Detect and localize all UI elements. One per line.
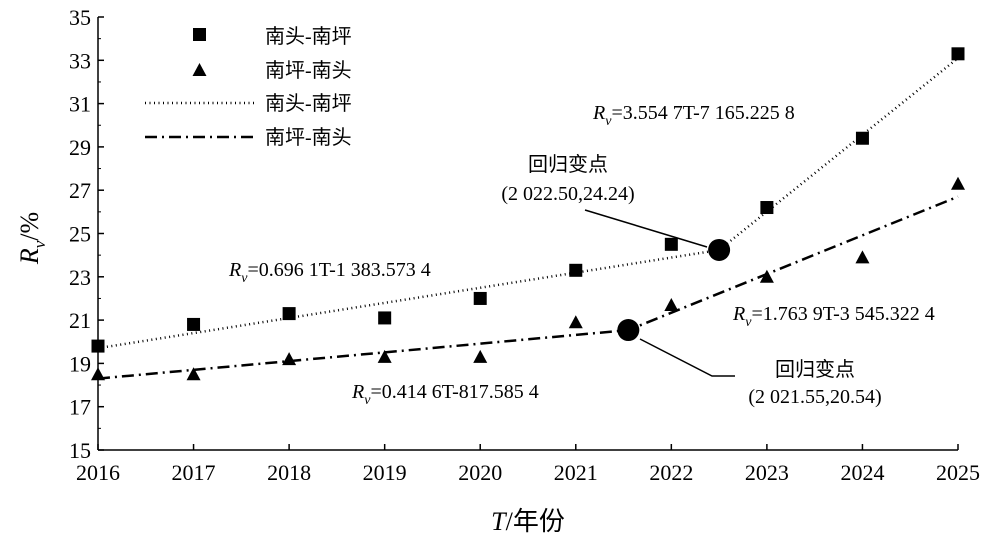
y-tick-label: 21 <box>69 308 91 333</box>
equation-lower-right: Rv=1.763 9T-3 545.322 4 <box>732 303 935 330</box>
changepoint-coords-2: (2 021.55,20.54) <box>748 386 881 408</box>
legend: 南头-南坪 南坪-南头 南头-南坪 南坪-南头 <box>145 25 352 149</box>
x-tick-label: 2016 <box>76 460 120 485</box>
x-tick-label: 2021 <box>554 460 598 485</box>
x-tick-label: 2025 <box>936 460 980 485</box>
legend-square-icon <box>193 28 206 41</box>
x-axis-title: T/年份 <box>491 507 565 536</box>
x-tick-label: 2019 <box>363 460 407 485</box>
fit-lines <box>97 57 959 380</box>
data-point-triangle <box>186 367 201 381</box>
changepoint-label-2: 回归变点 <box>775 358 855 381</box>
data-point-square <box>378 311 392 325</box>
data-point-triangle <box>568 315 583 329</box>
x-tick-label: 2018 <box>267 460 311 485</box>
changepoint-leader-2 <box>639 338 735 377</box>
y-tick-label: 17 <box>69 395 91 420</box>
y-axis-title: Rv/% <box>15 212 49 265</box>
data-point-triangle <box>664 297 679 311</box>
equation-upper-right: Rv=3.554 7T-7 165.225 8 <box>592 102 795 129</box>
data-point-square <box>664 237 678 251</box>
x-tick-label: 2023 <box>745 460 789 485</box>
data-point-triangle <box>855 250 870 264</box>
change-points <box>617 238 731 342</box>
data-point-square <box>951 47 965 61</box>
legend-label-1: 南头-南坪 <box>265 25 352 48</box>
data-point-square <box>760 201 774 215</box>
legend-label-4: 南坪-南头 <box>265 126 352 149</box>
data-point-square <box>473 291 487 305</box>
x-tick-label: 2020 <box>458 460 502 485</box>
x-tick-label: 2024 <box>840 460 884 485</box>
data-point-square <box>91 339 105 353</box>
legend-triangle-icon <box>192 63 207 76</box>
data-point-square <box>569 263 583 277</box>
x-tick-label: 2017 <box>172 460 216 485</box>
y-tick-label: 23 <box>69 265 91 290</box>
data-point-triangle <box>282 352 297 366</box>
fit-line-dashdot <box>97 195 959 380</box>
y-tick-label: 31 <box>69 92 91 117</box>
changepoint-leader-1 <box>584 209 708 248</box>
y-tick-label: 29 <box>69 135 91 160</box>
data-markers <box>91 47 965 381</box>
data-point-triangle <box>473 349 488 363</box>
change-point-marker <box>617 319 640 342</box>
data-point-triangle <box>759 269 774 283</box>
y-tick-label: 19 <box>69 351 91 376</box>
x-tick-label: 2022 <box>649 460 693 485</box>
fit-line-dotted <box>97 57 959 350</box>
data-point-square <box>855 131 869 145</box>
equation-upper-left: Rv=0.696 1T-1 383.573 4 <box>228 259 431 286</box>
data-point-square <box>282 307 296 321</box>
data-point-square <box>187 317 201 331</box>
legend-label-3: 南头-南坪 <box>265 92 352 115</box>
equation-lower-left: Rv=0.414 6T-817.585 4 <box>351 381 539 408</box>
y-tick-label: 27 <box>69 178 91 203</box>
data-point-triangle <box>91 367 105 381</box>
y-tick-label: 15 <box>69 438 91 463</box>
y-tick-label: 35 <box>69 5 91 30</box>
axes: 15 17 19 21 23 25 27 29 31 33 35 2016 2017 2018 2019 20… <box>69 5 980 485</box>
change-point-marker <box>708 238 731 261</box>
changepoint-label-1: 回归变点 <box>528 153 608 176</box>
data-point-triangle <box>951 176 965 190</box>
legend-label-2: 南坪-南头 <box>265 59 352 82</box>
y-tick-label: 25 <box>69 222 91 247</box>
y-tick-label: 33 <box>69 48 91 73</box>
data-point-triangle <box>377 349 392 363</box>
changepoint-coords-1: (2 022.50,24.24) <box>501 183 634 205</box>
